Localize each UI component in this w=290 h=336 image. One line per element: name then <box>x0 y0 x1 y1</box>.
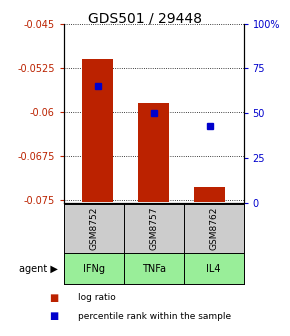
Text: GSM8757: GSM8757 <box>149 207 158 250</box>
Bar <box>82 59 113 202</box>
Bar <box>138 103 169 202</box>
Text: ■: ■ <box>49 311 59 321</box>
Text: GDS501 / 29448: GDS501 / 29448 <box>88 12 202 26</box>
Text: GSM8762: GSM8762 <box>209 207 218 250</box>
Text: IL4: IL4 <box>206 264 221 274</box>
Text: percentile rank within the sample: percentile rank within the sample <box>78 312 231 321</box>
Text: agent ▶: agent ▶ <box>19 264 58 274</box>
Text: TNFa: TNFa <box>142 264 166 274</box>
Text: ■: ■ <box>49 293 59 303</box>
Bar <box>194 187 225 202</box>
Text: IFNg: IFNg <box>83 264 105 274</box>
Text: GSM8752: GSM8752 <box>89 207 98 250</box>
Text: log ratio: log ratio <box>78 293 116 302</box>
